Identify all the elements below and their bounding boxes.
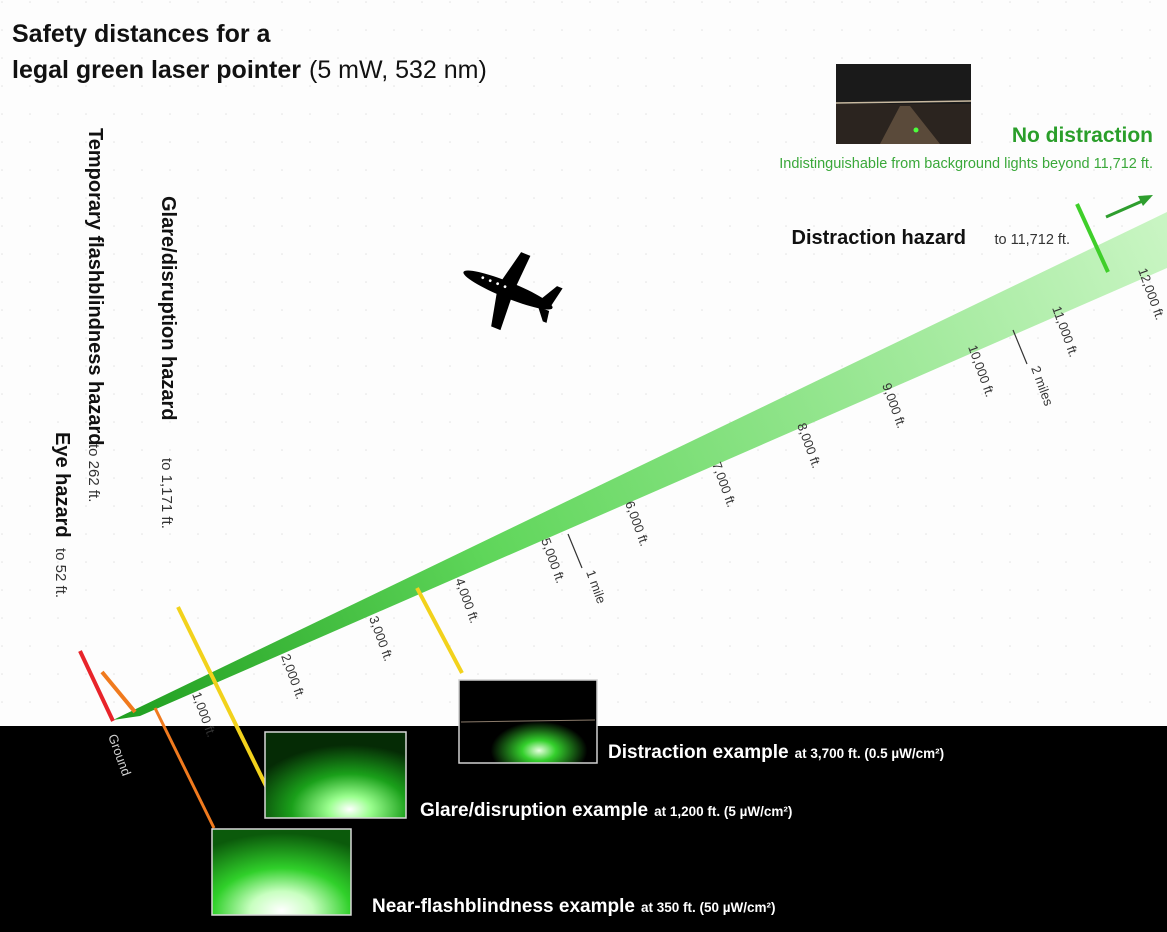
flash-hazard-range: to 262 ft. xyxy=(85,444,102,502)
glare-hazard-label: Glare/disruption hazard xyxy=(157,196,179,420)
mile-1-mark xyxy=(567,533,583,569)
beyond-arrow-icon xyxy=(1138,195,1153,206)
near-flash-example-detail: at 350 ft. (50 µW/cm²) xyxy=(641,900,776,915)
distraction-hazard-line xyxy=(1075,203,1110,273)
glare-example-image xyxy=(264,731,407,819)
sky-background xyxy=(0,0,1167,726)
near-flash-pointer xyxy=(153,707,216,829)
distraction-hazard-range: to 11,712 ft. xyxy=(994,232,1070,248)
glare-example-caption: Glare/disruption example at 1,200 ft. (5 … xyxy=(420,800,792,821)
near-flash-example-label: Near-flashblindness example xyxy=(372,896,635,917)
title-line2-bold: legal green laser pointer xyxy=(12,56,301,84)
near-flash-example-caption: Near-flashblindness example at 350 ft. (5… xyxy=(372,896,776,917)
glare-hazard-range: to 1,171 ft. xyxy=(158,458,175,529)
glare-example-detail: at 1,200 ft. (5 µW/cm²) xyxy=(654,804,792,819)
distraction-example-detail: at 3,700 ft. (0.5 µW/cm²) xyxy=(795,746,945,761)
distraction-example-caption: Distraction example at 3,700 ft. (0.5 µW/… xyxy=(608,742,944,763)
glare-example-label: Glare/disruption example xyxy=(420,800,648,821)
title-line2: legal green laser pointer (5 mW, 532 nm) xyxy=(12,56,487,84)
airplane-icon xyxy=(463,252,563,331)
mile-2-mark xyxy=(1012,329,1028,365)
flash-hazard-line xyxy=(100,670,137,714)
beyond-arrow-shaft xyxy=(1105,197,1148,219)
title-line1: Safety distances for a xyxy=(12,20,272,48)
eye-hazard-text: Eye hazard to 52 ft. xyxy=(51,432,73,598)
no-distraction-label: No distraction xyxy=(1012,124,1153,147)
title-line2-rest: (5 mW, 532 nm) xyxy=(309,56,487,84)
distraction-example-label: Distraction example xyxy=(608,742,789,763)
eye-hazard-range: to 52 ft. xyxy=(52,548,69,598)
laser-beam xyxy=(113,212,1167,720)
near-flash-example-image xyxy=(211,828,352,916)
glare-hazard-text: Glare/disruption hazard to 1,171 ft. xyxy=(157,196,179,529)
eye-hazard-label: Eye hazard xyxy=(51,432,73,538)
distraction-example-image xyxy=(458,679,598,764)
no-distraction-note: Indistinguishable from background lights… xyxy=(779,156,1153,172)
glare-hazard-line xyxy=(176,606,270,791)
flash-hazard-text: Temporary flashblindness hazard to 262 f… xyxy=(84,128,106,502)
no-distraction-thumbnail xyxy=(835,64,972,144)
eye-hazard-line xyxy=(78,650,115,722)
distraction-hazard-label: Distraction hazard xyxy=(792,227,966,249)
distraction-example-pointer xyxy=(415,587,464,674)
flash-hazard-label: Temporary flashblindness hazard xyxy=(84,128,106,446)
